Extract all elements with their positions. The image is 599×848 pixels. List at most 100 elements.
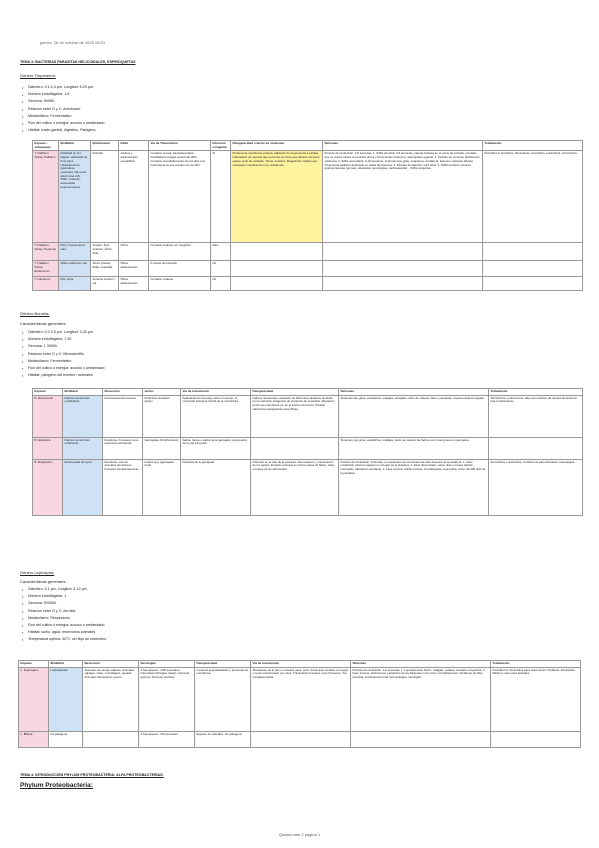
list-item: Diámetro: 0,2-0,5 µm. Longitud: 3-30 µm. — [22, 329, 105, 336]
table-row: T. Carateum Piel, pinta América central … — [32, 276, 583, 292]
table-cell: Roedores, ciervos, animales domésticos, … — [102, 458, 143, 516]
table-header-row: Especie Motilidad Reservorio Vector Vía … — [32, 388, 583, 396]
column-header: Especie — [18, 660, 49, 668]
column-header: Distribución — [90, 139, 119, 152]
table-row: L. Biflexa No patógena 3 Serogrupos: >60… — [18, 730, 581, 748]
borrelia-intro: Características generales: — [20, 321, 67, 326]
table-cell: Sífilis endémica: piel — [58, 260, 91, 278]
column-header: Serologías — [138, 660, 195, 668]
table-cell: Roedores, humanos como reservorio accide… — [102, 436, 143, 460]
list-item: Fluir del cultivo ó energía: acuoso o am… — [22, 365, 105, 372]
list-item: Genoma: 5000Kb. — [22, 600, 107, 607]
table-cell: Periodo de incubación: 3-30 días, en pac… — [338, 458, 489, 516]
table-cell — [322, 276, 483, 292]
topic4-title: TEMA 4: INTRODUCCIÓN PHYLUM PROTEOBACTER… — [20, 773, 164, 777]
table-cell — [322, 260, 483, 278]
column-header: Motilidad — [58, 139, 91, 152]
table-cell: Niños, adolescentes — [118, 276, 149, 292]
table-cell: Adultos y adolescentes sexualidad — [118, 150, 149, 244]
column-header: Vía de Transmisión — [148, 139, 211, 152]
table-cell: Niños, adolescentes — [118, 260, 149, 278]
table-cell: No — [210, 276, 231, 292]
table-cell: 3 Serogrupos: >60 serovares — [138, 730, 195, 748]
table-cell: Garrapatas (Ornithodoros) — [142, 436, 181, 460]
column-header: Tratamiento — [482, 139, 583, 152]
table-cell — [230, 276, 323, 292]
list-item: Número endoflagelos: 7-30 — [22, 336, 105, 343]
table-cell: Piel, pinta — [58, 276, 91, 292]
list-item: Diámetro: 0,1 µm. Longitud: 6-12 µm. — [22, 586, 107, 593]
column-header: Síntomas — [338, 388, 489, 396]
page-date: jueves, 16 de octubre de 2025 18:53 — [40, 40, 105, 45]
table-cell: Leptospirosis — [48, 666, 83, 732]
list-item: Fluir del cultivo ó energía: acuoso o am… — [22, 120, 105, 127]
list-item: Metabolismo: Respiratorio — [22, 615, 107, 622]
list-item: Número endoflagelos: 1 — [22, 593, 107, 600]
table-row: T. Pallidum Subsp. Pallidum Motilidad en… — [32, 150, 583, 244]
table-cell: B. Hispánica — [32, 436, 63, 460]
table-row: B. Recurrentis Fiebres recurrentes (cual… — [32, 394, 583, 438]
table-cell: Saliva, heces o saliva de la garrapata; … — [180, 436, 251, 460]
table-row: B. Hispánica Fiebres recurrentes endémic… — [32, 436, 583, 460]
list-item: Hábitat: tracto genital, digestivo. Pató… — [22, 127, 105, 134]
leptospira-characteristics: Diámetro: 0,1 µm. Longitud: 6-12 µm. Núm… — [22, 586, 107, 644]
list-item: Diámetro: 0,1-0,4 µm. Longitud: 5-20 µm. — [22, 84, 105, 91]
table-cell: África (Oeste), Mdtjo. Australia — [90, 260, 119, 278]
table-cell: 3 Serogrupos: >200 serovares. Icterohaem… — [138, 666, 195, 732]
table-cell: A través del utensilio — [148, 260, 211, 278]
table-cell: América central y sur — [90, 276, 119, 292]
table-cell: T. Carateum — [32, 276, 59, 292]
list-item: Metabolismo: Fermentativo — [22, 113, 105, 120]
phylum-heading: Phylum Proteobacteria: — [20, 782, 93, 789]
treponema-genus-label: Género Treponema: — [20, 73, 56, 78]
table-cell: Contacto sexual; transplacentaria. Posib… — [148, 150, 211, 244]
table-cell: Contacto cutáneo — [148, 276, 211, 292]
list-item: Relación entre G y C: Aerobio — [22, 608, 107, 615]
column-header: Patogenicidad o factor de virulencia — [230, 139, 323, 152]
table-cell — [490, 730, 581, 748]
table-cell: Motilidad en 0,1 flagelo: Helicoidal de … — [58, 150, 91, 244]
list-item: Genoma: 1 300Kb — [22, 343, 105, 350]
table-cell — [250, 730, 351, 748]
table-cell: T. Pallidum Subsp. Pertenue — [32, 242, 59, 262]
leptospira-intro: Características generales: — [20, 579, 67, 584]
table-row: B. Burgdorferi Enfermedad de Lyme Roedor… — [32, 458, 583, 516]
column-header: Infección congénita — [210, 139, 231, 152]
table-cell — [482, 242, 583, 262]
table-cell: Enfermedad de Lyme — [62, 458, 103, 516]
column-header: Reservorio — [82, 660, 139, 668]
table-cell: Contacto cutáneo por rasguños — [148, 242, 211, 262]
table-cell: Periodo de incubación: 3-8 semanas. 1. S… — [322, 150, 483, 244]
table-cell: Infección en el sitio de la picadura, di… — [250, 458, 339, 516]
column-header: Vía de transmisión — [180, 388, 251, 396]
table-cell: No patógena — [48, 730, 83, 748]
table-cell: Penicilina G benzatina. Alternativas: do… — [482, 150, 583, 244]
table-cell: Fiebres recurrentes: aparición de difere… — [250, 394, 339, 438]
table-cell — [82, 730, 139, 748]
topic3-title: TEMA 3: BACTERIAS PARASITAS HELICOIDALES… — [20, 60, 136, 64]
page-footer: Quasis núm 2 página 1 — [278, 832, 321, 837]
column-header: Síntomas — [350, 660, 491, 668]
leptospira-genus-label: Género Leptospira: — [20, 570, 55, 575]
borrelia-characteristics: Diámetro: 0,2-0,5 µm. Longitud: 3-30 µm.… — [22, 329, 105, 380]
column-header: Motilidad — [48, 660, 83, 668]
table-cell: B. Burgdorferi — [32, 458, 63, 516]
table-cell: Periodo de incubación: 1-2 semanas. 1. L… — [350, 666, 491, 732]
table-cell: Proteína de membrana externa, adhesión d… — [230, 150, 323, 244]
table-row: L. Interrogans Leptospirosis Animales de… — [18, 666, 581, 732]
table-cell: Especie de vida libre. No patógena. — [194, 730, 251, 748]
table-cell: L. Biflexa — [18, 730, 49, 748]
table-cell: Penicilina G. Doxiciclina para casos lev… — [490, 666, 581, 732]
list-item: Relación entre G y C: Microaerófilo — [22, 351, 105, 358]
treponema-characteristics: Diámetro: 0,1-0,4 µm. Longitud: 5-20 µm.… — [22, 84, 105, 135]
list-item: Hábitat: suelo, agua, reservorios animal… — [22, 629, 107, 636]
column-header: Motilidad — [62, 388, 103, 396]
list-item: Número endoflagelos: 1-8 — [22, 91, 105, 98]
table-cell: Animales de sangre caliente. Animales sa… — [82, 666, 139, 732]
column-header: Vector — [142, 388, 181, 396]
table-cell: Tetraciclina o eritromicina. Hay una rea… — [488, 394, 583, 438]
list-item: Fluir del cultivo ó energía: acuoso o am… — [22, 622, 107, 629]
borrelia-genus-label: Género Borrelia: — [20, 311, 50, 316]
table-cell — [322, 242, 483, 262]
